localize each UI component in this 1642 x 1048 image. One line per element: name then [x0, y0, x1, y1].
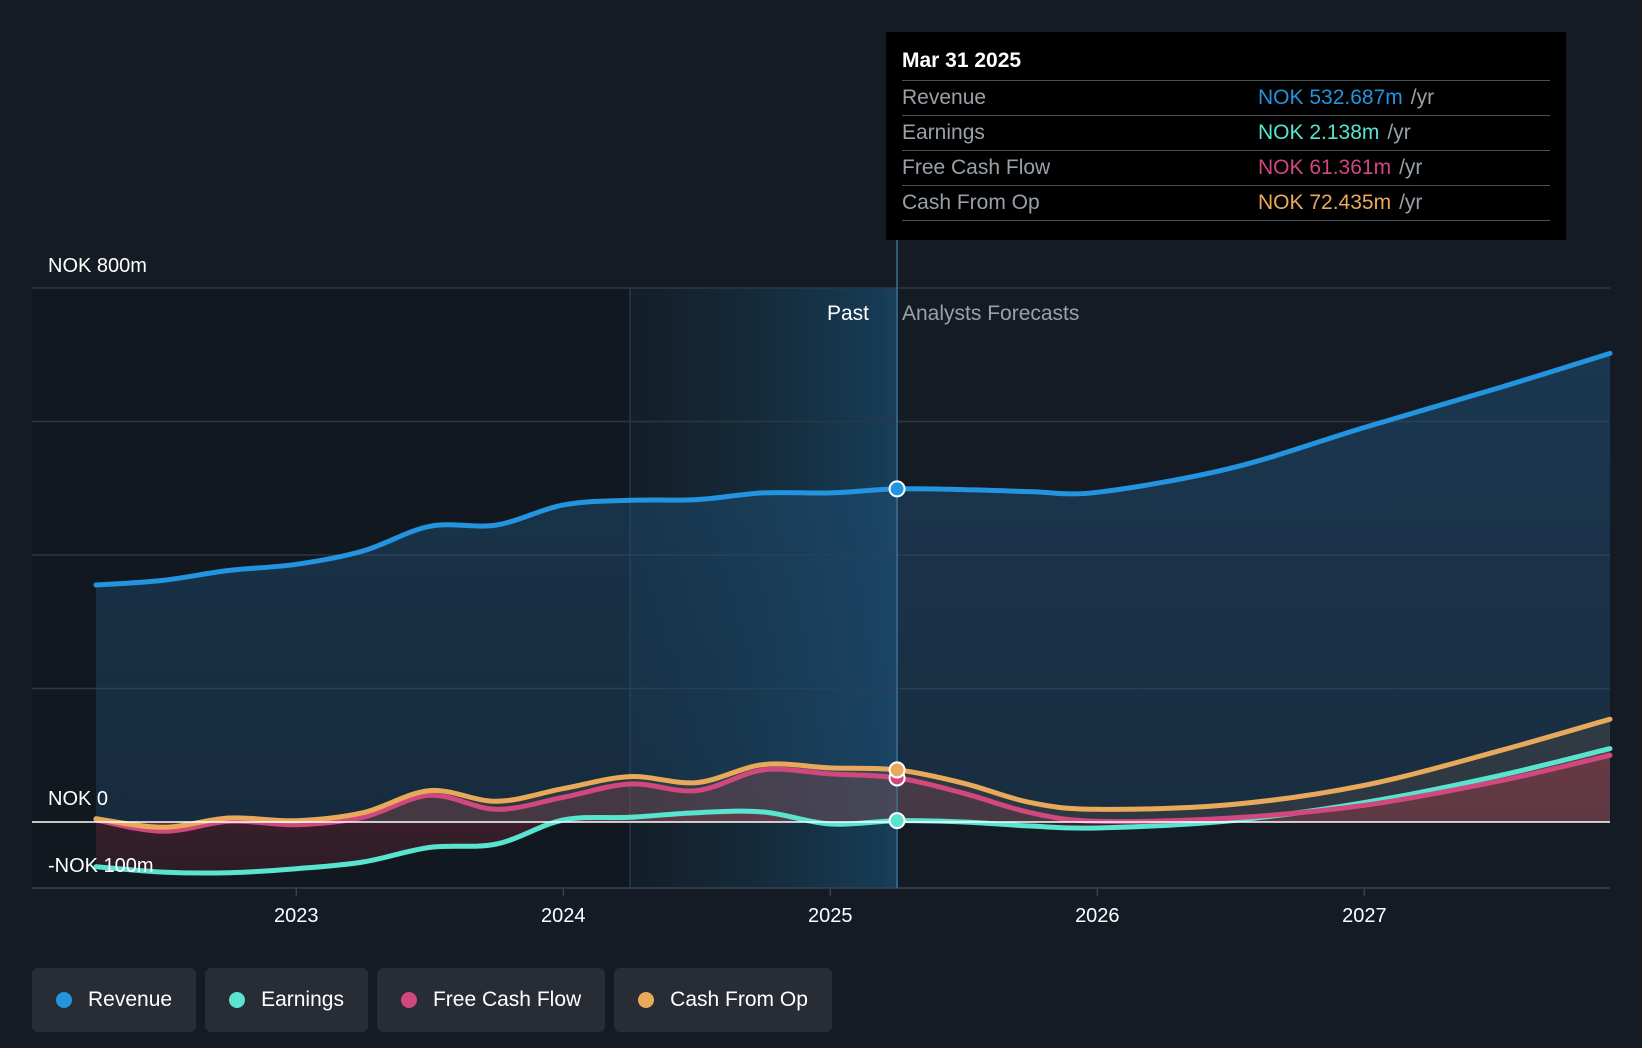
tooltip-unit: /yr: [1399, 191, 1423, 214]
tooltip-value: NOK 2.138m: [1258, 121, 1380, 144]
legend-label: Free Cash Flow: [432, 988, 582, 1011]
tooltip: Mar 31 2025 Revenue NOK 532.687m/yr Earnin…: [886, 32, 1566, 240]
tooltip-label: Cash From Op: [902, 191, 1040, 214]
legend-label: Earnings: [261, 988, 344, 1011]
tooltip-value: NOK 532.687m: [1258, 86, 1403, 109]
past-label: Past: [827, 302, 869, 325]
x-tick-label: 2027: [1342, 905, 1387, 927]
legend-dot-icon: [229, 992, 246, 1008]
tooltip-label: Free Cash Flow: [902, 156, 1051, 179]
area-free-cash-flow: [96, 755, 1610, 832]
x-tick-label: 2023: [274, 905, 319, 927]
line-free-cash-flow[interactable]: [93, 752, 1613, 834]
legend-item-revenue[interactable]: Revenue: [32, 968, 197, 1032]
tooltip-date: Mar 31 2025: [902, 46, 1550, 81]
legend-label: Cash From Op: [670, 988, 808, 1011]
tooltip-label: Revenue: [902, 86, 987, 109]
x-tick-label: 2026: [1075, 905, 1120, 927]
y-label-zero: NOK 0: [48, 788, 108, 810]
forecast-label: Analysts Forecasts: [902, 302, 1079, 325]
tooltip-row-cash-from-op: Cash From Op NOK 72.435m/yr: [902, 186, 1550, 221]
legend-dot-icon: [400, 992, 417, 1008]
tooltip-value: NOK 72.435m: [1258, 191, 1392, 214]
tooltip-row-earnings: Earnings NOK 2.138m/yr: [902, 116, 1550, 151]
legend-dot-icon: [638, 992, 655, 1008]
tooltip-unit: /yr: [1410, 86, 1435, 109]
legend-dot-icon: [56, 992, 72, 1008]
legend-item-earnings[interactable]: Earnings: [205, 968, 368, 1032]
tooltip-row-revenue: Revenue NOK 532.687m/yr: [902, 81, 1550, 116]
line-cash-from-op[interactable]: [93, 716, 1613, 830]
legend-item-cash-from-op[interactable]: Cash From Op: [614, 968, 832, 1032]
tooltip-unit: /yr: [1387, 121, 1411, 144]
area-earnings: [96, 748, 1610, 874]
tooltip-value: NOK 61.361m: [1258, 156, 1392, 179]
legend: Revenue Earnings Free Cash Flow Cash From O…: [32, 968, 832, 1032]
tooltip-row-free-cash-flow: Free Cash Flow NOK 61.361m/yr: [902, 151, 1550, 186]
y-label-top: NOK 800m: [48, 255, 147, 277]
legend-label: Revenue: [88, 988, 173, 1011]
point-earnings[interactable]: [888, 812, 906, 830]
legend-item-free-cash-flow[interactable]: Free Cash Flow: [376, 968, 606, 1032]
x-tick-label: 2025: [808, 905, 853, 927]
tooltip-label: Earnings: [902, 121, 985, 144]
point-cash-from-op[interactable]: [888, 761, 906, 779]
point-revenue[interactable]: [888, 480, 906, 498]
y-label-bottom: -NOK 100m: [48, 855, 154, 877]
x-tick-label: 2024: [541, 905, 586, 927]
tooltip-unit: /yr: [1399, 156, 1423, 179]
line-revenue[interactable]: [93, 350, 1613, 588]
